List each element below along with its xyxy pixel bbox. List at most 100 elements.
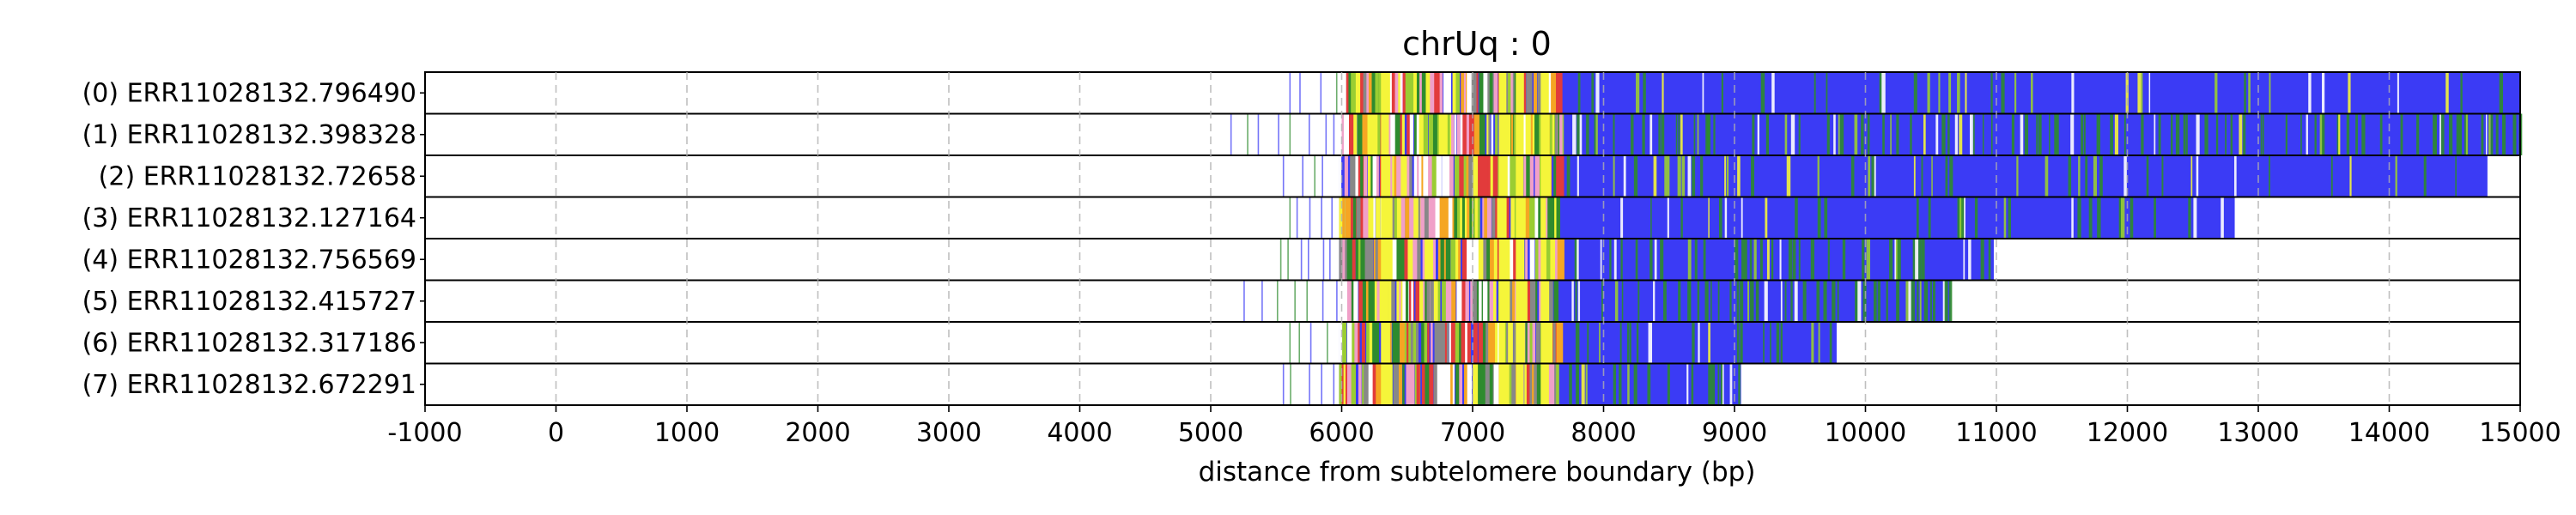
motif-stripe [1677, 155, 1681, 197]
motif-stripe [1342, 197, 1346, 239]
motif-stripe [1458, 239, 1461, 281]
motif-stripe [2154, 197, 2156, 239]
motif-stripe [1558, 113, 1560, 155]
motif-stripe [1687, 239, 1692, 281]
motif-stripe [1620, 239, 1623, 281]
motif-stripe [1468, 322, 1472, 364]
motif-stripe [1636, 322, 1639, 364]
motif-stripe [1755, 280, 1759, 322]
motif-stripe [1827, 239, 1830, 281]
motif-stripe [1489, 363, 1493, 405]
motif-stripe [2016, 155, 2019, 197]
motif-stripe [2348, 72, 2351, 114]
motif-stripe [1861, 113, 1864, 155]
motif-stripe [1415, 322, 1419, 364]
motif-stripe [1394, 322, 1400, 364]
motif-stripe [1419, 280, 1425, 322]
motif-stripe [1381, 113, 1389, 155]
motif-stripe [1413, 197, 1421, 239]
motif-stripe [1740, 280, 1744, 322]
motif-stripe [1929, 280, 1932, 322]
motif-stripe [1736, 280, 1740, 322]
motif-stripe [1823, 280, 1827, 322]
motif-stripe [1763, 322, 1765, 364]
motif-stripe [1514, 197, 1517, 239]
motif-stripe [1627, 363, 1630, 405]
motif-stripe [1459, 322, 1462, 364]
motif-stripe [1566, 155, 1571, 197]
motif-stripe [1765, 113, 1770, 155]
motif-stripe [1483, 239, 1490, 281]
motif-stripe [1516, 72, 1524, 114]
motif-stripe [1595, 72, 1600, 114]
motif-stripe [2121, 197, 2125, 239]
motif-stripe [1913, 155, 1916, 197]
read-row [424, 112, 2523, 156]
motif-stripe [1599, 322, 1601, 364]
motif-stripe [1540, 155, 1552, 197]
motif-stripe [1368, 280, 1376, 322]
motif-stripe [1579, 113, 1583, 155]
motif-stripe [1468, 239, 1472, 281]
motif-stripe [1381, 72, 1390, 114]
motif-stripe [1400, 322, 1408, 364]
motif-stripe [1635, 239, 1638, 281]
motif-stripe [1434, 72, 1442, 114]
motif-stripe [1391, 239, 1398, 281]
motif-stripe [1364, 363, 1373, 405]
motif-stripe [1376, 363, 1382, 405]
motif-stripe [1417, 155, 1419, 197]
motif-stripe [1488, 113, 1491, 155]
motif-stripe [1571, 280, 1574, 322]
motif-stripe [1439, 72, 1443, 114]
motif-stripe [1376, 155, 1379, 197]
motif-stripe [1436, 155, 1441, 197]
motif-stripe [1372, 113, 1379, 155]
motif-stripe [1331, 197, 1334, 239]
motif-stripe [1613, 155, 1615, 197]
motif-stripe [1424, 322, 1428, 364]
motif-stripe [2269, 72, 2271, 114]
motif-stripe [1546, 239, 1554, 281]
motif-stripe [1298, 322, 1301, 364]
motif-stripe [2285, 113, 2287, 155]
motif-stripe [1741, 239, 1745, 281]
motif-stripe [1692, 155, 1696, 197]
motif-stripe [1445, 363, 1451, 405]
motif-stripe [1959, 197, 1963, 239]
motif-stripe [1636, 72, 1640, 114]
motif-stripe [2118, 197, 2123, 239]
motif-stripe [1911, 280, 1915, 322]
motif-stripe [1454, 113, 1456, 155]
motif-stripe [1771, 239, 1774, 281]
motif-stripe [1467, 197, 1470, 239]
motif-stripe [1455, 239, 1460, 281]
motif-stripe [1473, 322, 1478, 364]
motif-stripe [1663, 280, 1667, 322]
motif-stripe [2190, 155, 2193, 197]
motif-stripe [1289, 113, 1291, 155]
motif-stripe [1694, 239, 1698, 281]
motif-stripe [1435, 197, 1442, 239]
motif-stripe [1576, 363, 1579, 405]
motif-stripe [1614, 280, 1619, 322]
motif-stripe [1353, 363, 1356, 405]
motif-stripe [2449, 113, 2453, 155]
motif-stripe [1498, 155, 1508, 197]
motif-stripe [1302, 155, 1303, 197]
motif-stripe [1708, 197, 1710, 239]
motif-stripe [1917, 280, 1919, 322]
motif-stripe [2196, 113, 2200, 155]
motif-stripe [1938, 72, 1941, 114]
motif-stripe [1402, 155, 1409, 197]
motif-stripe [1877, 280, 1880, 322]
motif-stripe [1427, 322, 1430, 364]
motif-stripe [2148, 72, 2151, 114]
motif-stripe [1322, 239, 1325, 281]
motif-stripe [1479, 155, 1488, 197]
row-label: (4) ERR11028132.756569 [82, 245, 416, 275]
motif-stripe [1817, 155, 1820, 197]
motif-stripe [1710, 363, 1716, 405]
motif-stripe [1524, 197, 1532, 239]
motif-stripe [1439, 155, 1442, 197]
